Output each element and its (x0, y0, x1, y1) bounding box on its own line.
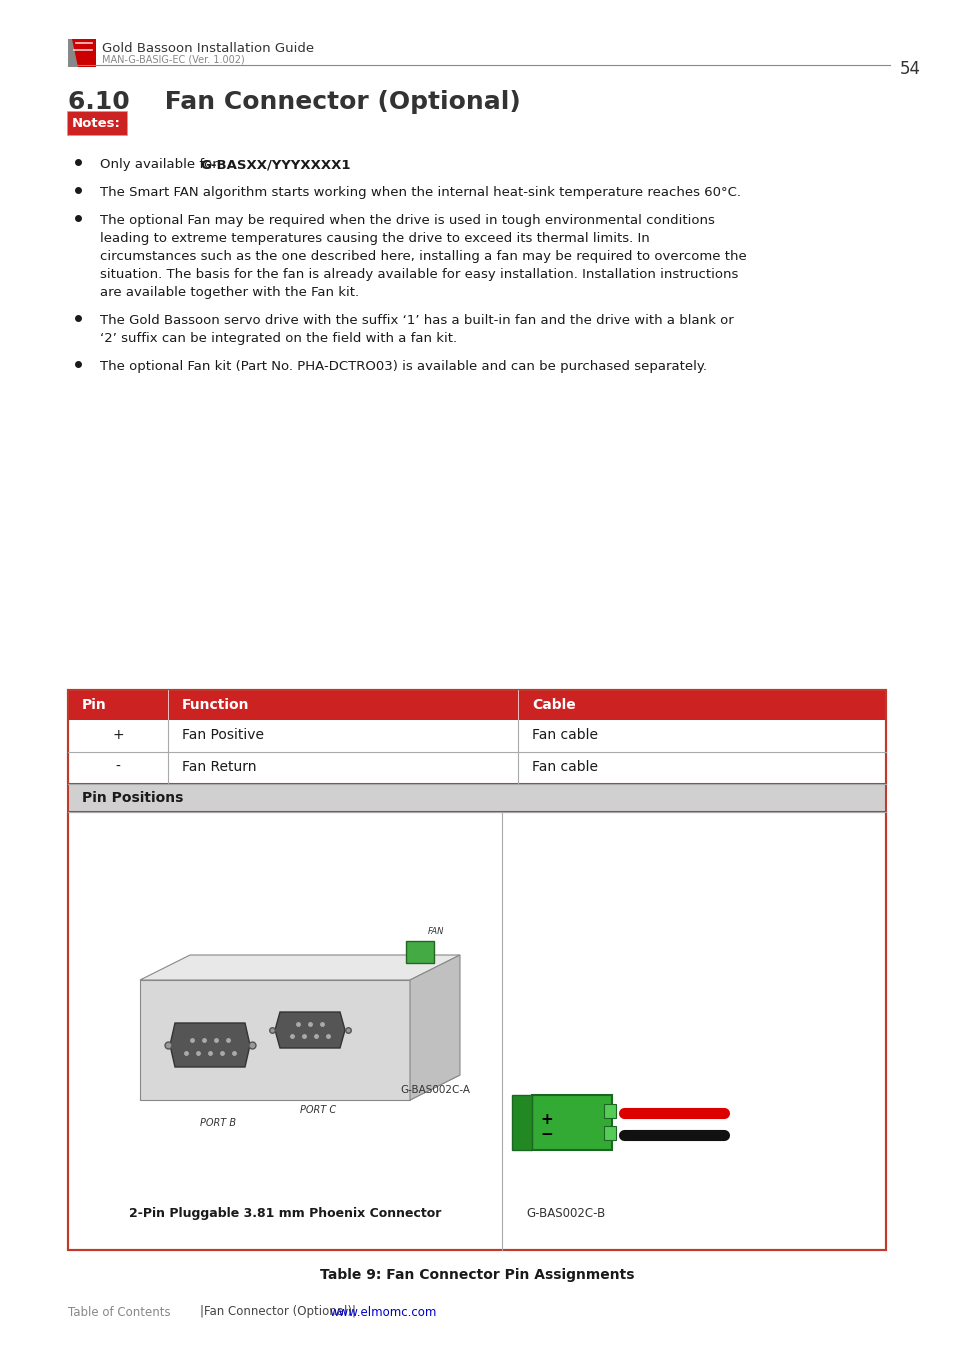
Text: ‘2’ suffix can be integrated on the field with a fan kit.: ‘2’ suffix can be integrated on the fiel… (100, 332, 456, 346)
Bar (511, 1095, 531, 1150)
Text: G-BASXX/YYYXXXX1: G-BASXX/YYYXXXX1 (200, 158, 351, 171)
Text: Table 9: Fan Connector Pin Assignments: Table 9: Fan Connector Pin Assignments (319, 1268, 634, 1282)
Text: Fan cable: Fan cable (532, 760, 598, 774)
Text: |Fan Connector (Optional)|: |Fan Connector (Optional)| (200, 1305, 355, 1319)
Text: are available together with the Fan kit.: are available together with the Fan kit. (100, 286, 358, 298)
Text: Fan Positive: Fan Positive (182, 728, 264, 743)
Text: PORT C: PORT C (299, 1106, 335, 1115)
Text: Notes:: Notes: (71, 117, 121, 130)
Text: situation. The basis for the fan is already available for easy installation. Ins: situation. The basis for the fan is alre… (100, 269, 738, 281)
Text: G-BAS002C-A: G-BAS002C-A (399, 1085, 470, 1095)
Bar (68, 690, 885, 784)
Polygon shape (170, 1023, 250, 1066)
FancyBboxPatch shape (68, 752, 885, 784)
Text: Fan Return: Fan Return (182, 760, 256, 774)
Text: +: + (112, 728, 124, 743)
Text: Pin Positions: Pin Positions (82, 791, 183, 805)
Text: -: - (115, 760, 120, 774)
Polygon shape (71, 39, 96, 68)
Text: leading to extreme temperatures causing the drive to exceed its thermal limits. : leading to extreme temperatures causing … (100, 232, 649, 244)
FancyBboxPatch shape (68, 784, 885, 811)
Text: Table of Contents: Table of Contents (68, 1305, 171, 1319)
Text: The optional Fan may be required when the drive is used in tough environmental c: The optional Fan may be required when th… (100, 215, 714, 227)
Text: Function: Function (182, 698, 250, 711)
Bar (68, 690, 885, 1250)
FancyBboxPatch shape (68, 39, 96, 68)
Bar (406, 941, 434, 963)
Text: Cable: Cable (532, 698, 576, 711)
Text: Fan cable: Fan cable (532, 728, 598, 743)
Text: www.elmomc.com: www.elmomc.com (330, 1305, 436, 1319)
Text: 6.10    Fan Connector (Optional): 6.10 Fan Connector (Optional) (68, 90, 520, 113)
Bar (603, 1104, 615, 1118)
Text: PORT B: PORT B (200, 1118, 236, 1129)
Bar (531, 1095, 611, 1150)
Text: The Gold Bassoon servo drive with the suffix ‘1’ has a built-in fan and the driv: The Gold Bassoon servo drive with the su… (100, 315, 733, 327)
Text: 2-Pin Pluggable 3.81 mm Phoenix Connector: 2-Pin Pluggable 3.81 mm Phoenix Connecto… (129, 1207, 440, 1220)
Polygon shape (274, 1012, 345, 1048)
Polygon shape (140, 980, 410, 1100)
Text: Gold Bassoon Installation Guide: Gold Bassoon Installation Guide (102, 42, 314, 55)
Text: MAN-G-BASIG-EC (Ver. 1.002): MAN-G-BASIG-EC (Ver. 1.002) (102, 54, 245, 63)
Polygon shape (140, 1075, 459, 1100)
Bar (603, 1126, 615, 1139)
Polygon shape (140, 954, 459, 980)
FancyBboxPatch shape (68, 690, 885, 720)
Text: +: + (539, 1112, 553, 1127)
Bar (68, 811, 885, 1250)
FancyBboxPatch shape (67, 111, 127, 135)
Text: The Smart FAN algorithm starts working when the internal heat-sink temperature r: The Smart FAN algorithm starts working w… (100, 186, 740, 198)
FancyBboxPatch shape (68, 720, 885, 752)
Text: Pin: Pin (82, 698, 107, 711)
Polygon shape (410, 954, 459, 1100)
Text: circumstances such as the one described here, installing a fan may be required t: circumstances such as the one described … (100, 250, 746, 263)
Text: FAN: FAN (428, 927, 444, 937)
Text: 54: 54 (899, 59, 920, 78)
Text: G-BAS002C-B: G-BAS002C-B (526, 1207, 605, 1220)
Text: The optional Fan kit (Part No. PHA-DCTRO03) is available and can be purchased se: The optional Fan kit (Part No. PHA-DCTRO… (100, 360, 706, 373)
Text: −: − (539, 1127, 553, 1142)
Text: Only available for: Only available for (100, 158, 222, 171)
